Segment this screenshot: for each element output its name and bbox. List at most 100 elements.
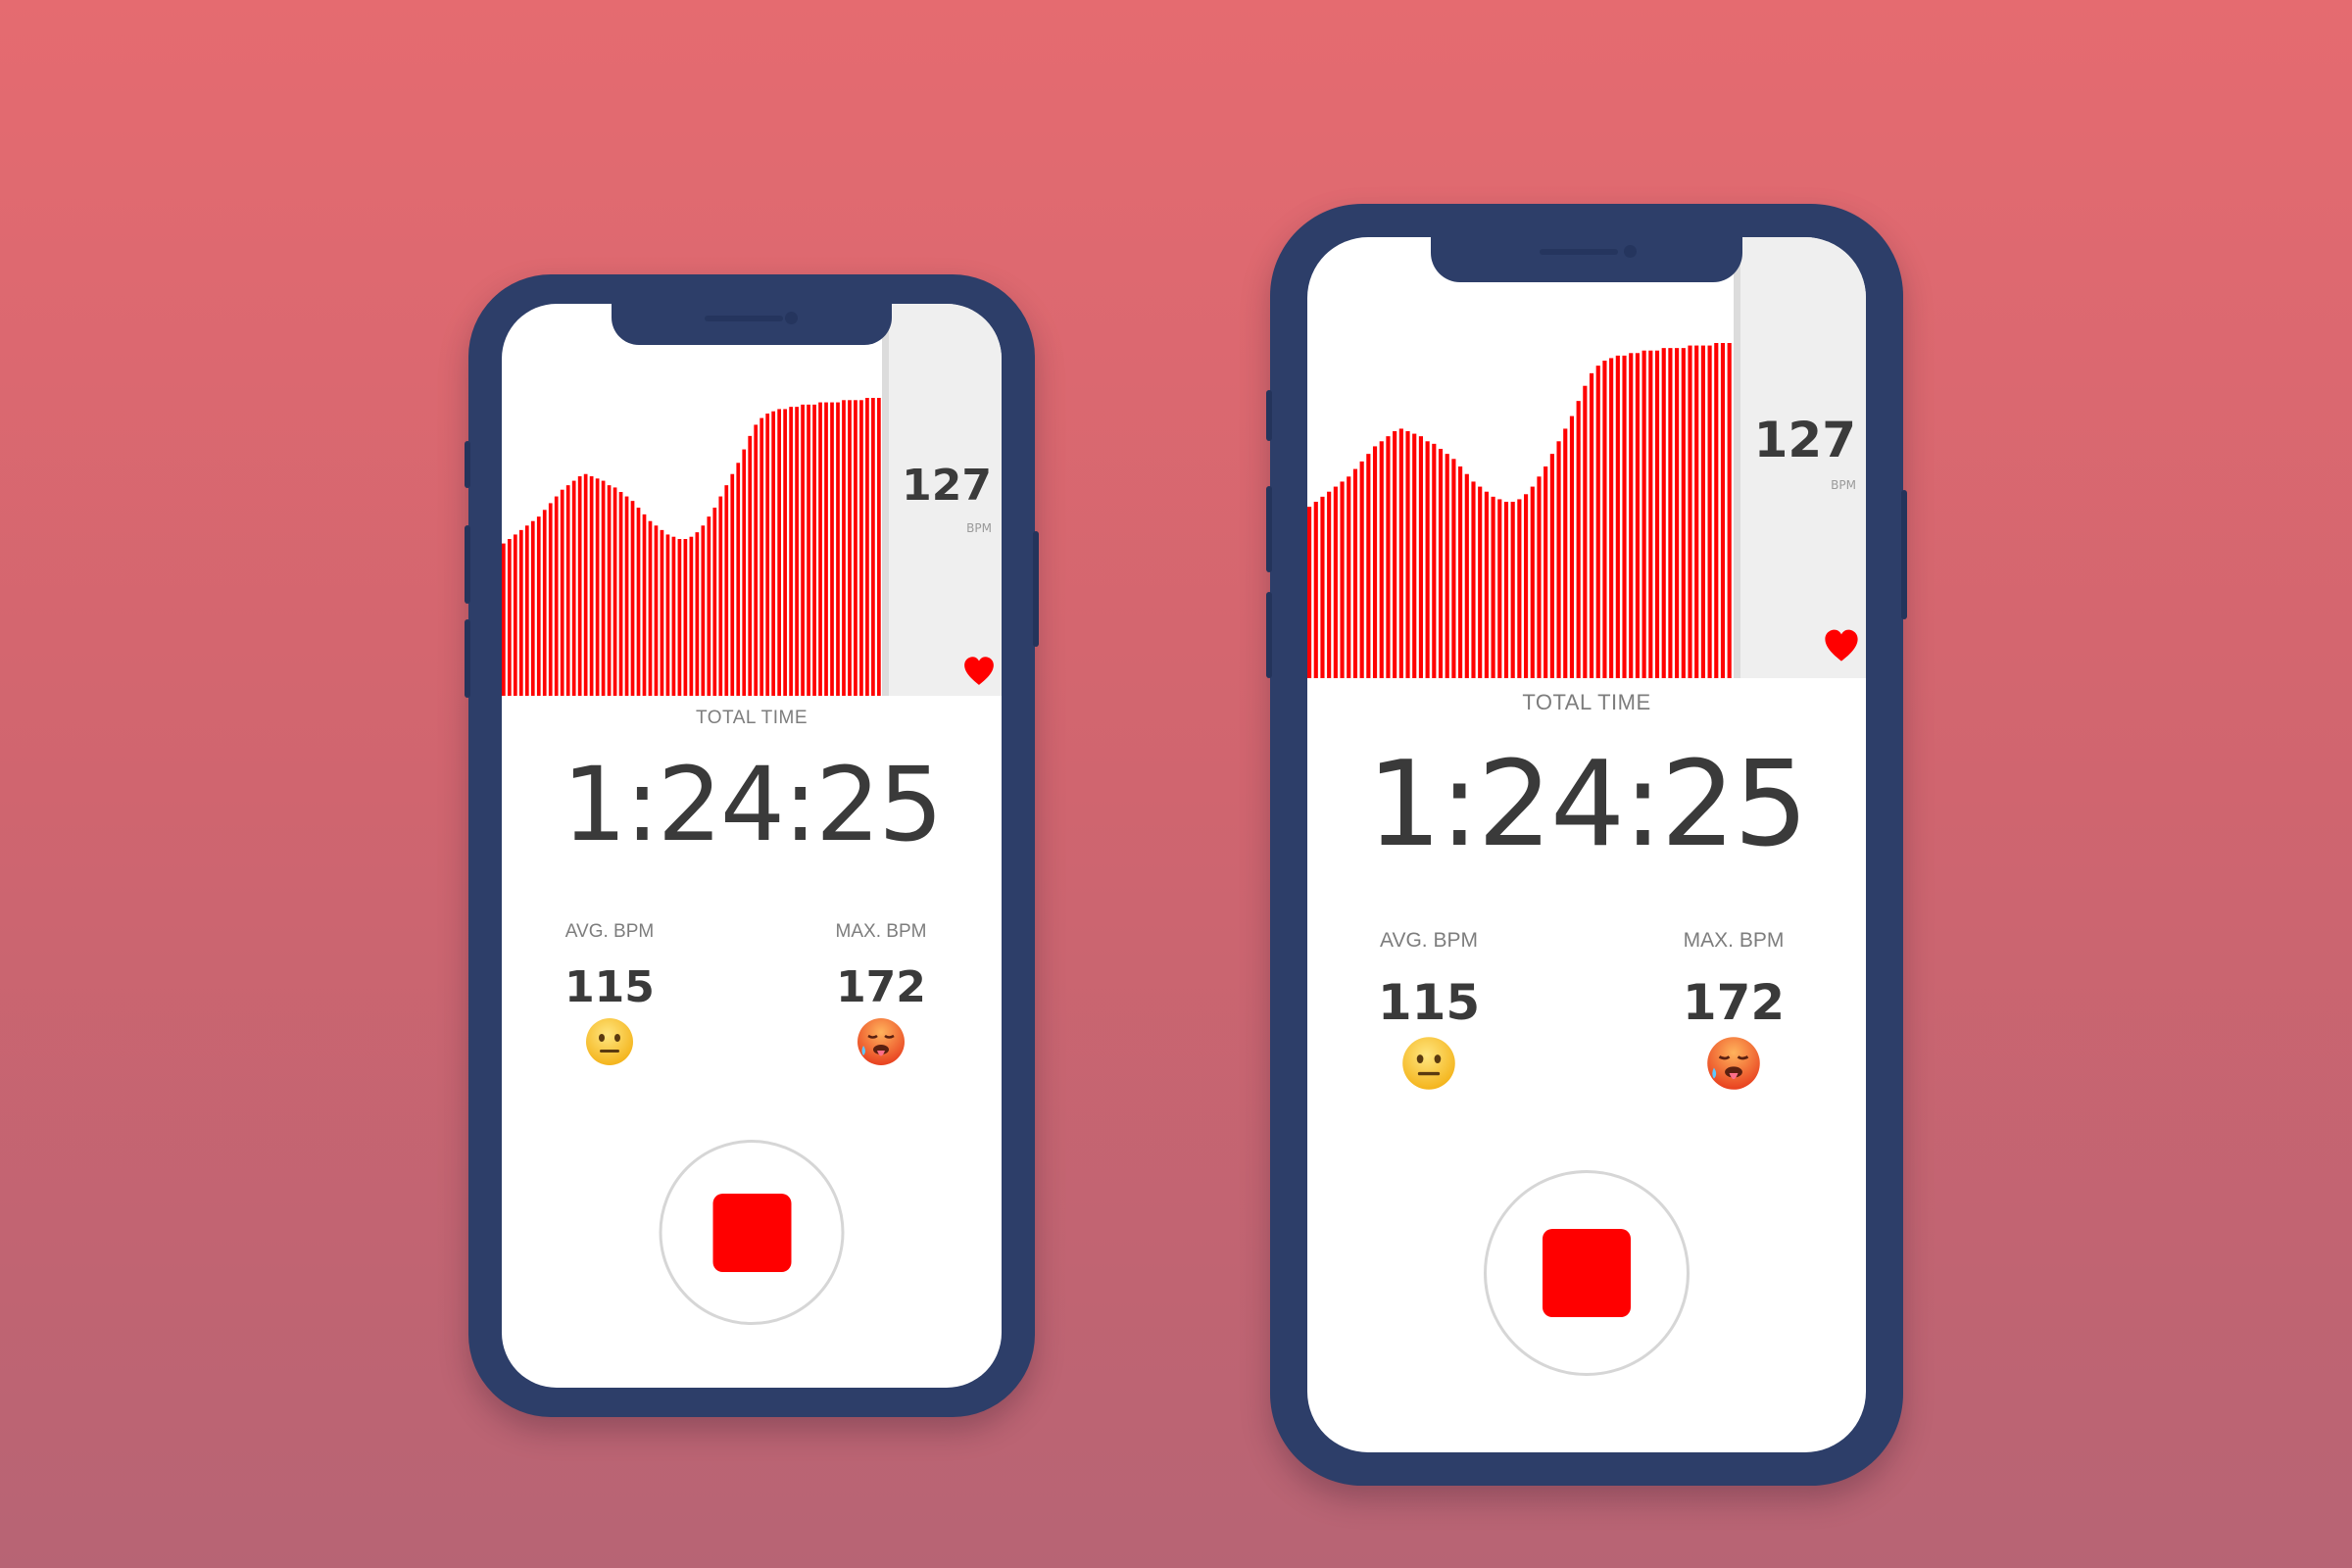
heart-rate-chart: 127 BPM bbox=[502, 304, 1002, 696]
total-time-label: TOTAL TIME bbox=[1522, 690, 1651, 714]
heart-rate-bar bbox=[777, 409, 781, 696]
heart-rate-bar bbox=[1556, 441, 1561, 678]
app-screen: 127 BPM TOTAL TIME 1:24:25 AVG. BPM 115 … bbox=[1307, 237, 1866, 1452]
heart-rate-bar bbox=[859, 400, 863, 696]
heart-rate-bar bbox=[1458, 466, 1463, 678]
hot-face-icon bbox=[1707, 1037, 1760, 1090]
heart-rate-bar bbox=[542, 510, 547, 696]
total-time-label: TOTAL TIME bbox=[695, 708, 808, 728]
heart-rate-bar bbox=[1707, 345, 1712, 678]
heart-rate-bar bbox=[1714, 343, 1719, 678]
heart-rate-bar bbox=[718, 496, 723, 696]
heart-rate-bar bbox=[660, 529, 664, 696]
heart-rate-bar bbox=[1654, 350, 1660, 678]
heart-rate-bar bbox=[683, 539, 688, 696]
heart-rate-bar bbox=[1700, 345, 1705, 678]
heart-rate-chart: 127 BPM bbox=[1307, 237, 1866, 678]
heart-rate-bar bbox=[1347, 476, 1351, 678]
heart-rate-bar bbox=[1642, 350, 1646, 678]
heart-rate-bar bbox=[1340, 481, 1345, 678]
live-bpm-unit: BPM bbox=[1831, 478, 1856, 492]
total-time-value: 1:24:25 bbox=[562, 745, 944, 864]
heart-rate-bar bbox=[571, 480, 576, 696]
heart-rate-bar bbox=[1622, 355, 1627, 678]
heart-rate-bar bbox=[507, 539, 512, 696]
heart-rate-bar bbox=[1451, 459, 1456, 678]
heart-rate-bar bbox=[1412, 433, 1417, 678]
heart-rate-bar bbox=[1405, 431, 1410, 678]
heart-rate-bar bbox=[513, 534, 517, 696]
avg-bpm-label: AVG. BPM bbox=[1380, 929, 1478, 952]
heart-rate-bar bbox=[1491, 496, 1495, 678]
heart-rate-bar bbox=[589, 476, 594, 696]
heart-rate-bar bbox=[1544, 466, 1548, 678]
heart-rate-bar bbox=[1583, 385, 1588, 678]
avg-bpm-stat: AVG. BPM 115 bbox=[1341, 929, 1517, 1092]
stop-button[interactable] bbox=[1484, 1170, 1690, 1376]
heart-rate-bar bbox=[1307, 507, 1312, 678]
mute-switch bbox=[1266, 390, 1272, 441]
heart-rate-bar bbox=[1609, 358, 1614, 678]
stop-icon bbox=[1543, 1229, 1631, 1317]
heart-rate-bar bbox=[1727, 343, 1732, 678]
heart-rate-bar bbox=[789, 407, 793, 696]
heart-rate-bar bbox=[560, 489, 564, 696]
heart-rate-bars bbox=[1307, 343, 1739, 678]
heart-rate-bar bbox=[1464, 473, 1469, 678]
heart-rate-bar bbox=[730, 473, 735, 696]
heart-rate-bar bbox=[760, 417, 764, 696]
heart-rate-bar bbox=[765, 414, 770, 696]
heart-rate-bar bbox=[754, 424, 759, 696]
heart-rate-bar bbox=[1694, 345, 1699, 678]
heart-rate-bar bbox=[1393, 431, 1397, 678]
heart-rate-bar bbox=[618, 492, 623, 696]
heart-rate-bar bbox=[630, 501, 635, 696]
heart-rate-bar bbox=[724, 485, 729, 696]
live-bpm-value: 127 bbox=[902, 461, 992, 511]
heart-rate-bar bbox=[642, 514, 647, 696]
live-bpm-unit: BPM bbox=[966, 521, 992, 535]
heart-rate-bar bbox=[1333, 486, 1338, 678]
front-camera bbox=[1624, 245, 1638, 258]
heart-rate-bar bbox=[1549, 454, 1554, 678]
heart-rate-bar bbox=[1675, 348, 1680, 678]
heart-rate-bar bbox=[1484, 491, 1489, 678]
heart-rate-bar bbox=[1576, 401, 1581, 678]
heart-rate-bar bbox=[1445, 454, 1449, 678]
heart-rate-bar bbox=[742, 449, 747, 696]
heart-rate-bar bbox=[1471, 481, 1476, 678]
heart-rate-bar bbox=[865, 398, 869, 696]
heart-rate-bar bbox=[565, 485, 570, 696]
volume-up-button bbox=[465, 525, 470, 604]
notch bbox=[1431, 237, 1742, 282]
phone-mockup-right: 127 BPM TOTAL TIME 1:24:25 AVG. BPM 115 … bbox=[1266, 204, 1907, 1486]
heart-rate-bar bbox=[736, 463, 741, 696]
heart-rate-bar bbox=[1530, 486, 1535, 678]
neutral-face-icon bbox=[586, 1018, 633, 1065]
heart-rate-bar bbox=[624, 496, 629, 696]
heart-rate-bar bbox=[701, 525, 706, 696]
front-camera bbox=[785, 312, 799, 324]
heart-rate-bar bbox=[807, 404, 810, 696]
heart-rate-bar bbox=[530, 520, 535, 696]
avg-bpm-label: AVG. BPM bbox=[564, 921, 655, 942]
heart-rate-bar bbox=[1432, 443, 1437, 678]
heart-rate-bar bbox=[1379, 441, 1384, 678]
heart-rate-bar bbox=[1661, 348, 1666, 678]
stop-button[interactable] bbox=[659, 1140, 845, 1325]
heart-rate-bar bbox=[824, 402, 828, 696]
heart-rate-bar bbox=[1438, 449, 1444, 678]
heart-rate-bar bbox=[871, 398, 875, 696]
live-bpm-panel: 127 BPM bbox=[882, 304, 1002, 696]
heart-icon bbox=[1825, 629, 1858, 662]
heart-rate-bar bbox=[795, 407, 799, 696]
heart-rate-bar bbox=[502, 543, 506, 696]
heart-rate-bar bbox=[771, 411, 776, 696]
heart-rate-bar bbox=[536, 516, 541, 696]
heart-rate-bar bbox=[554, 496, 559, 696]
power-button bbox=[1901, 490, 1907, 619]
heart-rate-bar bbox=[712, 508, 717, 696]
heart-rate-bar bbox=[1517, 499, 1522, 678]
heart-rate-bar bbox=[1629, 353, 1634, 678]
heart-rate-bar bbox=[1386, 436, 1391, 678]
